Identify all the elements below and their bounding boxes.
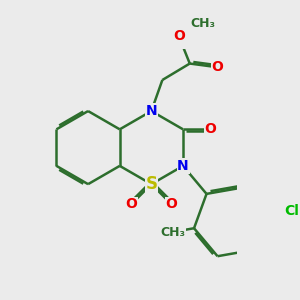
Text: O: O	[166, 197, 177, 211]
Text: O: O	[205, 122, 216, 136]
Text: N: N	[146, 104, 157, 118]
Text: O: O	[211, 60, 223, 74]
Text: O: O	[125, 197, 137, 211]
Text: CH₃: CH₃	[190, 17, 215, 30]
Text: O: O	[173, 29, 185, 43]
Text: Cl: Cl	[284, 204, 299, 218]
Text: S: S	[146, 175, 158, 193]
Text: N: N	[177, 159, 189, 173]
Text: CH₃: CH₃	[160, 226, 185, 238]
